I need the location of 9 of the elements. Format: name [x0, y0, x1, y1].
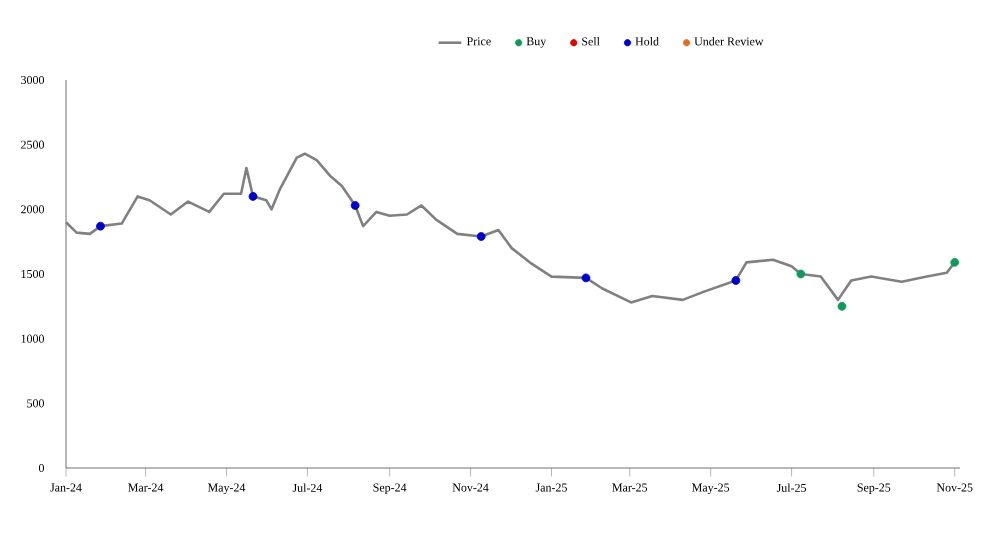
point	[581, 273, 591, 283]
point	[248, 192, 258, 201]
point	[950, 257, 960, 267]
point	[476, 232, 486, 241]
point	[837, 301, 847, 311]
point	[796, 269, 806, 279]
point	[96, 221, 105, 231]
point	[350, 201, 360, 210]
point	[731, 276, 741, 285]
